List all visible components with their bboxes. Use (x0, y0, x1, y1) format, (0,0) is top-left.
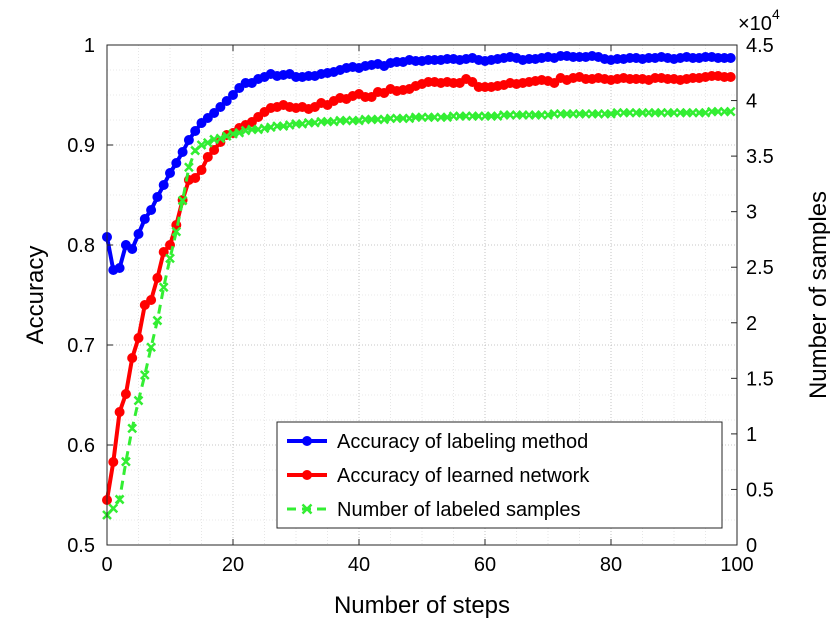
data-point (114, 263, 125, 273)
data-point (108, 503, 119, 514)
data-point (127, 423, 138, 434)
data-point (108, 457, 119, 467)
y-right-tick-label: 4.5 (746, 35, 774, 57)
data-point (215, 102, 226, 112)
y-right-tick-label: 1 (746, 424, 757, 446)
legend-label: Number of labeled samples (337, 499, 580, 521)
series-3 (102, 106, 736, 520)
data-point (133, 395, 144, 406)
data-point (133, 333, 144, 343)
data-point (127, 244, 138, 254)
y-right-tick-label: 4 (746, 91, 757, 113)
data-point (177, 195, 188, 206)
data-point (139, 214, 150, 224)
data-point (725, 106, 736, 117)
y-tick-label: 1 (84, 35, 95, 57)
data-point (221, 131, 232, 141)
series-2 (102, 71, 736, 505)
legend-label: Accuracy of labeling method (337, 431, 588, 453)
data-point (120, 389, 131, 399)
data-point (202, 137, 213, 148)
y-right-tick-label: 3.5 (746, 146, 774, 168)
data-point (114, 494, 125, 505)
legend-item: Number of labeled samples (287, 499, 580, 521)
data-point (183, 135, 194, 145)
grid-minor (107, 45, 737, 545)
data-point (127, 353, 138, 363)
y-right-tick-label: 0 (746, 535, 757, 557)
series-layer (102, 51, 736, 520)
x-tick-label: 60 (474, 554, 496, 576)
plot-frame (106, 44, 738, 546)
y-tick-label: 0.5 (67, 535, 95, 557)
data-point (202, 152, 213, 162)
right-axis-multiplier-exponent: 4 (772, 6, 780, 22)
data-point (158, 282, 169, 293)
legend-items: Accuracy of labeling method Accuracy of l… (287, 431, 590, 521)
legend-item: Accuracy of labeling method (287, 431, 588, 453)
data-point (196, 140, 207, 150)
y-tick-label: 0.7 (67, 335, 95, 357)
right-axis-multiplier-base: ×10 (738, 13, 772, 35)
legend-item: Accuracy of learned network (287, 465, 590, 487)
legend-marker (302, 470, 312, 480)
x-tick-label: 40 (348, 554, 370, 576)
data-point (215, 133, 226, 144)
data-point (209, 145, 220, 155)
data-point (228, 90, 238, 100)
x-tick-label: 80 (600, 554, 622, 576)
data-point (152, 315, 163, 326)
y-right-tick-label: 1.5 (746, 368, 774, 390)
data-point (171, 226, 182, 237)
data-point (152, 192, 163, 202)
data-point (158, 180, 169, 190)
data-point (184, 162, 194, 173)
data-point (177, 147, 188, 157)
y-right-axis-label: Number of samples (805, 191, 830, 399)
legend-label: Accuracy of learned network (337, 465, 590, 487)
data-point (725, 53, 736, 63)
legend-marker (301, 503, 313, 515)
y-axis-label: Accuracy (22, 246, 49, 345)
y-right-tick-label: 2 (746, 313, 757, 335)
data-point (139, 370, 150, 380)
data-point (221, 96, 232, 106)
data-point (209, 108, 220, 118)
y-right-tick-label: 0.5 (746, 479, 774, 501)
x-tick-label: 20 (222, 554, 244, 576)
x-tick-label: 0 (101, 554, 112, 576)
series-1 (102, 51, 736, 275)
y-tick-label: 0.8 (67, 235, 95, 257)
legend-box (276, 421, 723, 529)
data-point (196, 165, 207, 175)
data-point (158, 247, 169, 257)
y-tick-label: 0.9 (67, 135, 95, 157)
data-point (146, 205, 157, 215)
data-point (234, 127, 245, 138)
data-point (171, 158, 182, 168)
data-point (146, 295, 157, 305)
y-right-tick-label: 2.5 (746, 257, 774, 279)
data-point (146, 342, 156, 353)
data-point (190, 173, 201, 183)
data-point (121, 456, 131, 467)
right-axis-multiplier: ×104 (738, 6, 780, 35)
data-point (114, 407, 125, 417)
data-point (165, 168, 175, 178)
y-right-tick-label: 3 (746, 202, 757, 224)
y-tick-label: 0.6 (67, 435, 95, 457)
data-point (725, 72, 736, 82)
legend-marker (302, 436, 312, 446)
ticks-layer: 0 20 40 60 80 100 0.5 0.6 0.7 0.8 0.9 1 0 0.5 1 1.5 2 2.5… (67, 35, 774, 576)
data-point (190, 126, 201, 136)
x-tick-label: 100 (720, 554, 753, 576)
legend: Accuracy of labeling method Accuracy of l… (276, 421, 723, 529)
data-point (165, 253, 175, 264)
data-point (133, 229, 144, 239)
data-point (152, 273, 163, 283)
x-axis-label: Number of steps (334, 592, 510, 619)
